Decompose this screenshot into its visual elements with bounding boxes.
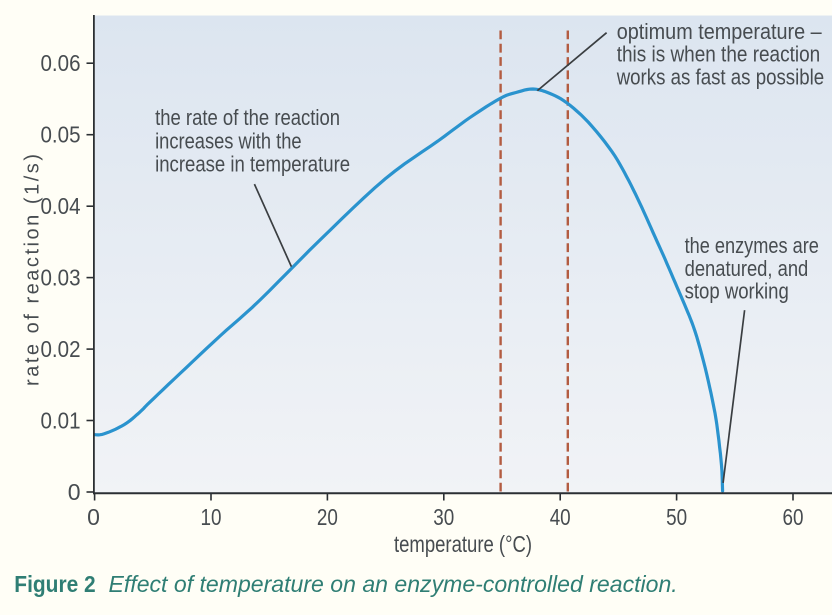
svg-text:40: 40	[550, 504, 571, 530]
svg-text:works as fast as possible: works as fast as possible	[616, 64, 824, 89]
svg-text:0.03: 0.03	[41, 265, 81, 291]
svg-text:0: 0	[87, 504, 100, 530]
svg-text:rate of reaction (1/s): rate of reaction (1/s)	[22, 154, 44, 386]
svg-text:this is when the reaction: this is when the reaction	[617, 42, 821, 67]
svg-text:optimum temperature –: optimum temperature –	[617, 19, 823, 44]
svg-text:0.06: 0.06	[41, 50, 81, 76]
svg-text:20: 20	[317, 504, 338, 530]
svg-text:50: 50	[666, 504, 687, 530]
svg-text:increase in temperature: increase in temperature	[155, 152, 350, 177]
svg-text:temperature (°C): temperature (°C)	[394, 531, 532, 557]
svg-text:10: 10	[201, 504, 222, 530]
svg-text:0.01: 0.01	[41, 408, 81, 434]
svg-text:denatured, and: denatured, and	[685, 256, 809, 281]
svg-text:the enzymes are: the enzymes are	[685, 233, 819, 258]
svg-text:30: 30	[433, 504, 454, 530]
svg-text:stop working: stop working	[685, 279, 789, 304]
svg-text:0.05: 0.05	[41, 122, 81, 148]
svg-text:0.04: 0.04	[41, 193, 81, 219]
svg-text:0: 0	[68, 479, 81, 505]
svg-text:Figure 2: Figure 2	[14, 571, 95, 597]
svg-text:0.02: 0.02	[41, 336, 81, 362]
svg-text:60: 60	[783, 504, 804, 530]
svg-text:Effect of temperature on an en: Effect of temperature on an enzyme-contr…	[109, 571, 678, 597]
svg-text:the rate of the reaction: the rate of the reaction	[155, 105, 340, 130]
svg-text:increases with the: increases with the	[155, 128, 302, 153]
